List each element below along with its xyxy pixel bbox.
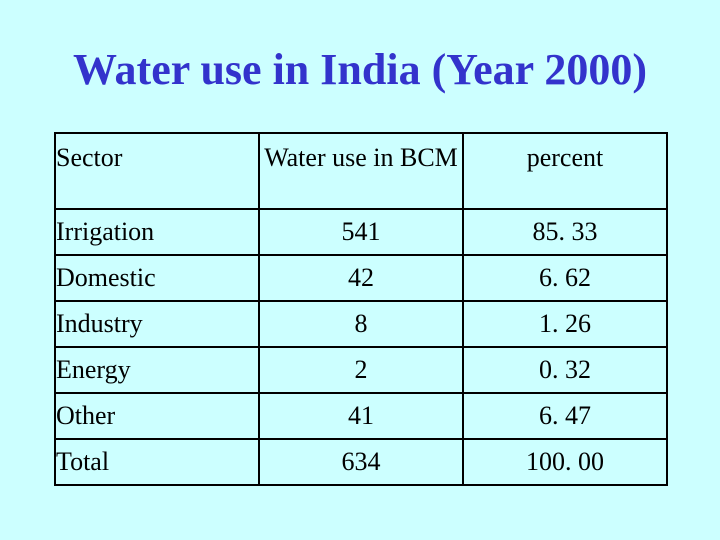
table-row-total: Total 634 100. 00 — [54, 438, 668, 486]
water-use-cell: 42 — [258, 254, 464, 302]
percent-cell: 6. 62 — [462, 254, 668, 302]
table-header-row: Sector Water use in BCM percent — [54, 132, 668, 210]
sector-cell: Irrigation — [54, 208, 260, 256]
table-row-industry: Industry 8 1. 26 — [54, 300, 668, 348]
sector-cell: Energy — [54, 346, 260, 394]
water-use-cell: 541 — [258, 208, 464, 256]
header-percent: percent — [462, 132, 668, 210]
table-row-energy: Energy 2 0. 32 — [54, 346, 668, 394]
sector-cell: Total — [54, 438, 260, 486]
header-water-use: Water use in BCM — [258, 132, 464, 210]
percent-cell: 100. 00 — [462, 438, 668, 486]
percent-cell: 1. 26 — [462, 300, 668, 348]
slide-title: Water use in India (Year 2000) — [72, 45, 648, 94]
table-row-irrigation: Irrigation 541 85. 33 — [54, 208, 668, 256]
percent-cell: 0. 32 — [462, 346, 668, 394]
sector-cell: Domestic — [54, 254, 260, 302]
sector-cell: Other — [54, 392, 260, 440]
table-row-other: Other 41 6. 47 — [54, 392, 668, 440]
sector-cell: Industry — [54, 300, 260, 348]
water-use-cell: 2 — [258, 346, 464, 394]
header-sector: Sector — [54, 132, 260, 210]
percent-cell: 85. 33 — [462, 208, 668, 256]
water-use-table: Sector Water use in BCM percent Irrigati… — [54, 132, 668, 486]
water-use-cell: 41 — [258, 392, 464, 440]
table-row-domestic: Domestic 42 6. 62 — [54, 254, 668, 302]
water-use-cell: 8 — [258, 300, 464, 348]
percent-cell: 6. 47 — [462, 392, 668, 440]
water-use-cell: 634 — [258, 438, 464, 486]
